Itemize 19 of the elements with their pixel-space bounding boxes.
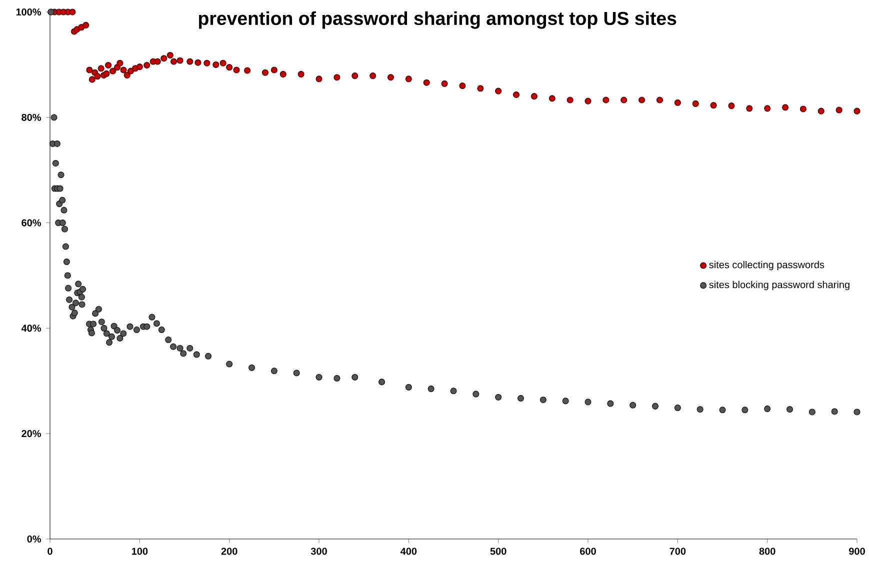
y-tick-label: 40%	[21, 324, 42, 332]
x-tick-label: 300	[310, 548, 327, 555]
legend-label: sites blocking password sharing	[709, 280, 850, 290]
x-tick-label: 200	[221, 548, 238, 555]
y-tick-label: 60%	[22, 219, 42, 226]
x-tick-label: 0	[48, 548, 52, 555]
x-tick-label: 900	[849, 548, 865, 555]
y-tick-label: 100%	[16, 8, 42, 16]
chart-title: prevention of password sharing amongst top US sites	[199, 11, 676, 29]
y-tick-label: 20%	[22, 430, 42, 438]
y-tick-label: 80%	[22, 114, 42, 121]
x-tick-label: 700	[670, 548, 686, 555]
x-tick-label: 600	[580, 548, 596, 555]
y-tick-label: 0%	[27, 535, 42, 543]
legend-label: sites collecting passwords	[709, 260, 824, 270]
x-tick-label: 800	[759, 548, 776, 555]
x-tick-label: 400	[400, 548, 417, 555]
x-tick-label: 100	[132, 548, 148, 555]
x-tick-label: 500	[490, 548, 506, 555]
